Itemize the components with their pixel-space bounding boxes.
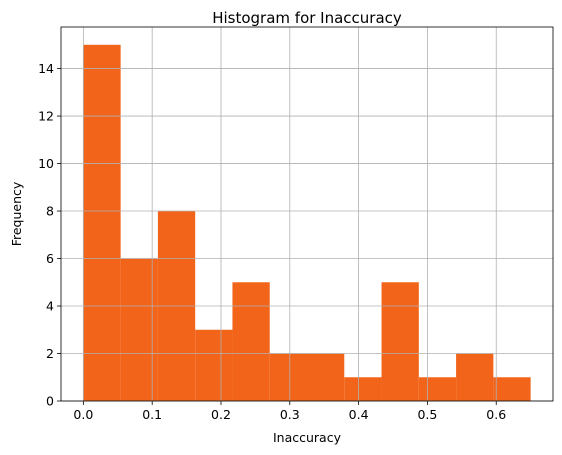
y-axis-ticks: 0 2 4 6 8 10 12 14 <box>38 61 61 409</box>
y-tick-label: 4 <box>46 299 54 314</box>
y-tick-label: 2 <box>46 346 54 361</box>
plot-frame <box>60 26 554 402</box>
grid-lines <box>61 27 553 402</box>
x-tick-label: 0.4 <box>349 407 369 422</box>
histogram-bar <box>418 377 457 401</box>
y-tick-label: 6 <box>46 251 54 266</box>
histogram-bar <box>456 353 494 401</box>
histogram-bar <box>493 377 531 401</box>
x-tick-label: 0.1 <box>142 407 162 422</box>
x-axis-label: Inaccuracy <box>273 430 342 445</box>
histogram-bar <box>381 282 419 401</box>
x-tick-label: 0.5 <box>417 407 437 422</box>
histogram-bar <box>195 329 233 401</box>
histogram-bar <box>307 353 345 401</box>
y-tick-label: 8 <box>46 204 54 219</box>
histogram-bar <box>120 258 158 401</box>
histogram-bars <box>83 44 531 402</box>
histogram-bar <box>344 377 382 401</box>
y-tick-label: 0 <box>46 394 54 409</box>
x-tick-label: 0.2 <box>211 407 231 422</box>
x-axis-ticks: 0.0 0.1 0.2 0.3 0.4 0.5 0.6 <box>73 401 506 422</box>
histogram-bar <box>232 282 270 401</box>
histogram-bar <box>83 44 121 402</box>
y-tick-label: 14 <box>38 61 54 76</box>
y-tick-label: 10 <box>38 156 54 171</box>
chart-title: Histogram for Inaccuracy <box>212 9 402 27</box>
x-tick-label: 0.3 <box>280 407 300 422</box>
x-tick-label: 0.0 <box>73 407 93 422</box>
x-tick-label: 0.6 <box>486 407 506 422</box>
y-tick-label: 12 <box>38 109 54 124</box>
histogram-bar <box>269 353 307 401</box>
y-axis-label: Frequency <box>9 181 24 246</box>
